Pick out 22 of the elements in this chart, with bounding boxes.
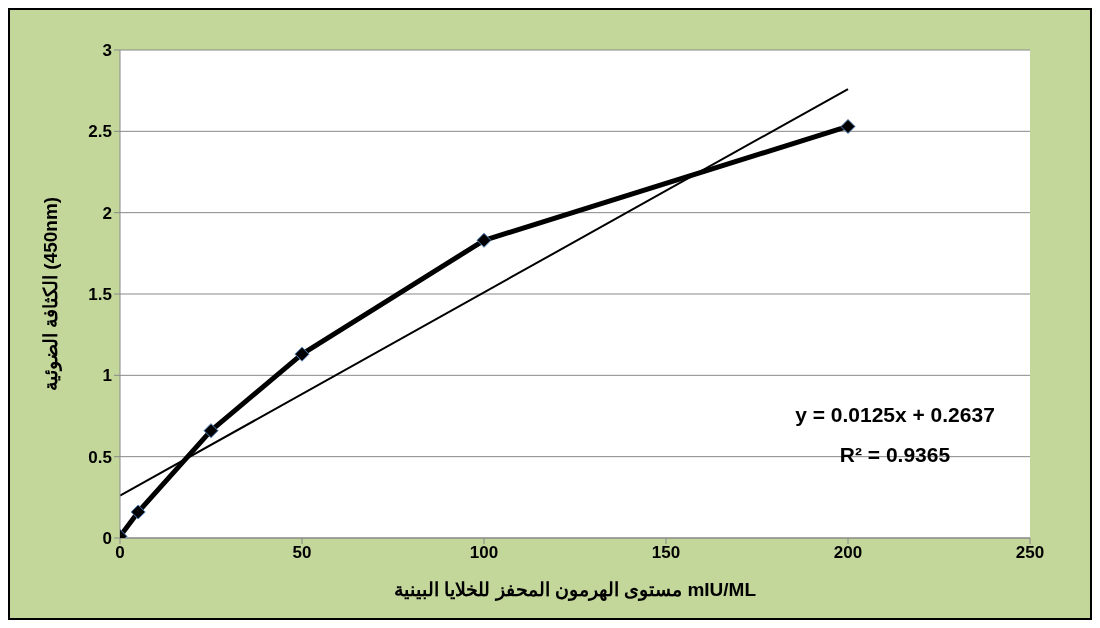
x-tick-label: 150 bbox=[651, 543, 681, 563]
x-axis-title: مستوى الهرمون المحفز للخلايا البينية mIU/ML bbox=[393, 579, 757, 601]
y-axis-title: الكثافة الضوئية (450nm) bbox=[39, 196, 62, 392]
point bbox=[130, 504, 146, 520]
point bbox=[203, 423, 219, 439]
x-tick-label: 200 bbox=[833, 543, 863, 563]
y-tick-label: 0.5 bbox=[88, 447, 112, 467]
annotation: R² = 0.9365 bbox=[839, 443, 951, 466]
y-tick-label: 2 bbox=[102, 203, 112, 223]
x-tick-label: 100 bbox=[469, 543, 499, 563]
point bbox=[840, 118, 856, 134]
x-tick-label: 0 bbox=[115, 543, 125, 563]
annotation: y = 0.0125x + 0.2637 bbox=[795, 403, 995, 426]
y-tick-label: 1 bbox=[102, 366, 112, 386]
y-tick-label: 2.5 bbox=[88, 122, 112, 142]
point bbox=[476, 232, 492, 248]
x-tick-label: 250 bbox=[1015, 543, 1045, 563]
y-tick-label: 0 bbox=[102, 529, 112, 549]
point bbox=[294, 346, 310, 362]
x-tick-label: 50 bbox=[292, 543, 312, 563]
y-tick-label: 1.5 bbox=[88, 285, 112, 305]
y-tick-label: 3 bbox=[102, 41, 112, 61]
